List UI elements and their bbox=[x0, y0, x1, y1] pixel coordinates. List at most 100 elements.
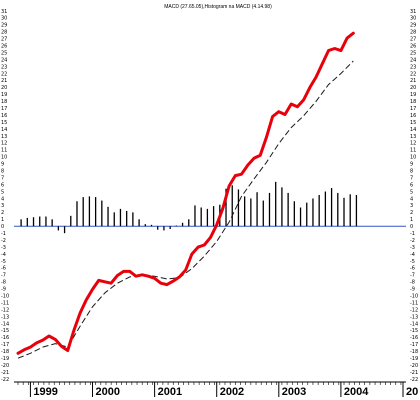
x-year-label: 20 bbox=[406, 386, 418, 398]
y-tick-label-left: 10 bbox=[1, 155, 7, 161]
y-tick-label-left: -6 bbox=[1, 266, 6, 272]
y-tick-label-left: 18 bbox=[1, 99, 7, 105]
y-tick-label-left: -4 bbox=[1, 252, 6, 258]
y-tick-label-left: -19 bbox=[1, 356, 9, 362]
y-tick-label-right: 12 bbox=[410, 141, 416, 147]
y-tick-label-right: -10 bbox=[410, 293, 418, 299]
y-tick-label-right: 18 bbox=[410, 99, 416, 105]
y-tick-label-right: 15 bbox=[410, 120, 416, 126]
y-tick-label-right: 7 bbox=[410, 175, 413, 181]
y-tick-label-right: 8 bbox=[410, 168, 413, 174]
y-tick-label-left: 16 bbox=[1, 113, 7, 119]
x-year-label: 2004 bbox=[344, 386, 369, 398]
y-tick-label-left: 24 bbox=[1, 57, 7, 63]
x-year-label: 2002 bbox=[220, 386, 244, 398]
x-year-label: 2000 bbox=[96, 386, 120, 398]
y-tick-label-left: 31 bbox=[1, 9, 7, 15]
y-tick-label-right: -14 bbox=[410, 321, 418, 327]
y-tick-label-right: 23 bbox=[410, 64, 416, 70]
y-tick-label-left: 22 bbox=[1, 71, 7, 77]
y-tick-label-left: 12 bbox=[1, 141, 7, 147]
y-tick-label-right: -11 bbox=[410, 300, 418, 306]
y-tick-label-left: 0 bbox=[1, 224, 4, 230]
y-tick-label-left: 14 bbox=[1, 127, 7, 133]
y-tick-label-right: -17 bbox=[410, 342, 418, 348]
y-tick-label-left: 8 bbox=[1, 168, 4, 174]
y-tick-label-right: 3 bbox=[410, 203, 413, 209]
y-tick-label-left: 3 bbox=[1, 203, 4, 209]
y-tick-label-right: 4 bbox=[410, 196, 413, 202]
y-tick-label-left: 11 bbox=[1, 148, 7, 154]
y-tick-label-right: 30 bbox=[410, 16, 416, 22]
right-axis-ticks: 3130292827262524232221201918171615141312… bbox=[410, 9, 418, 383]
y-tick-label-left: -12 bbox=[1, 307, 9, 313]
y-tick-label-left: 7 bbox=[1, 175, 4, 181]
y-tick-label-right: 25 bbox=[410, 50, 416, 56]
y-tick-label-right: 28 bbox=[410, 30, 416, 36]
y-tick-label-left: 29 bbox=[1, 23, 7, 29]
macd-line bbox=[16, 31, 355, 355]
y-tick-label-right: -13 bbox=[410, 314, 418, 320]
y-tick-label-right: -7 bbox=[410, 273, 415, 279]
y-tick-label-right: 0 bbox=[410, 224, 413, 230]
y-tick-label-right: 21 bbox=[410, 78, 416, 84]
y-tick-label-left: -15 bbox=[1, 328, 9, 334]
y-tick-label-left: 5 bbox=[1, 189, 4, 195]
y-tick-label-left: -1 bbox=[1, 231, 6, 237]
y-tick-label-left: 26 bbox=[1, 44, 7, 50]
y-tick-label-right: -16 bbox=[410, 335, 418, 341]
y-tick-label-left: 21 bbox=[1, 78, 7, 84]
y-tick-label-left: 9 bbox=[1, 162, 4, 168]
y-tick-label-left: 19 bbox=[1, 92, 7, 98]
y-tick-label-left: -17 bbox=[1, 342, 9, 348]
y-tick-label-right: 19 bbox=[410, 92, 416, 98]
y-tick-label-left: -22 bbox=[1, 377, 9, 383]
y-tick-label-left: -3 bbox=[1, 245, 6, 251]
x-year-label: 2003 bbox=[282, 386, 306, 398]
y-tick-label-left: -21 bbox=[1, 370, 9, 376]
histogram-bars bbox=[20, 181, 358, 234]
y-tick-label-right: 11 bbox=[410, 148, 416, 154]
y-tick-label-left: -9 bbox=[1, 287, 6, 293]
y-tick-label-left: -14 bbox=[1, 321, 9, 327]
y-tick-label-left: -20 bbox=[1, 363, 9, 369]
y-tick-label-left: -8 bbox=[1, 280, 6, 286]
signal-line bbox=[17, 60, 354, 359]
y-tick-label-right: 26 bbox=[410, 44, 416, 50]
x-year-label: 2001 bbox=[158, 386, 182, 398]
y-tick-label-left: 17 bbox=[1, 106, 7, 112]
y-tick-label-right: 31 bbox=[410, 9, 416, 15]
y-tick-label-left: 28 bbox=[1, 30, 7, 36]
y-tick-label-right: 22 bbox=[410, 71, 416, 77]
y-tick-label-left: 23 bbox=[1, 64, 7, 70]
y-tick-label-left: 20 bbox=[1, 85, 7, 91]
y-tick-label-right: -15 bbox=[410, 328, 418, 334]
y-tick-label-right: -22 bbox=[410, 377, 418, 383]
y-tick-label-right: -18 bbox=[410, 349, 418, 355]
y-tick-label-right: -20 bbox=[410, 363, 418, 369]
y-tick-label-right: -12 bbox=[410, 307, 418, 313]
y-tick-label-left: 30 bbox=[1, 16, 7, 22]
y-tick-label-left: -2 bbox=[1, 238, 6, 244]
y-tick-label-left: -18 bbox=[1, 349, 9, 355]
y-tick-label-left: -10 bbox=[1, 293, 9, 299]
y-tick-label-right: -19 bbox=[410, 356, 418, 362]
y-tick-label-right: -3 bbox=[410, 245, 415, 251]
y-tick-label-right: 1 bbox=[410, 217, 413, 223]
y-tick-label-left: -16 bbox=[1, 335, 9, 341]
y-tick-label-right: 17 bbox=[410, 106, 416, 112]
y-tick-label-left: 4 bbox=[1, 196, 4, 202]
y-tick-label-left: 13 bbox=[1, 134, 7, 140]
chart-title: MACD (27.65.05),Histogram na MACD (4.14.… bbox=[164, 4, 272, 10]
y-tick-label-right: -9 bbox=[410, 287, 415, 293]
y-tick-label-left: -11 bbox=[1, 300, 9, 306]
y-tick-label-left: 1 bbox=[1, 217, 4, 223]
y-tick-label-right: -8 bbox=[410, 280, 415, 286]
y-tick-label-right: 9 bbox=[410, 162, 413, 168]
y-tick-label-right: 10 bbox=[410, 155, 416, 161]
y-tick-label-right: 2 bbox=[410, 210, 413, 216]
y-tick-label-left: -13 bbox=[1, 314, 9, 320]
y-tick-label-right: 27 bbox=[410, 37, 416, 43]
y-tick-label-left: 2 bbox=[1, 210, 4, 216]
